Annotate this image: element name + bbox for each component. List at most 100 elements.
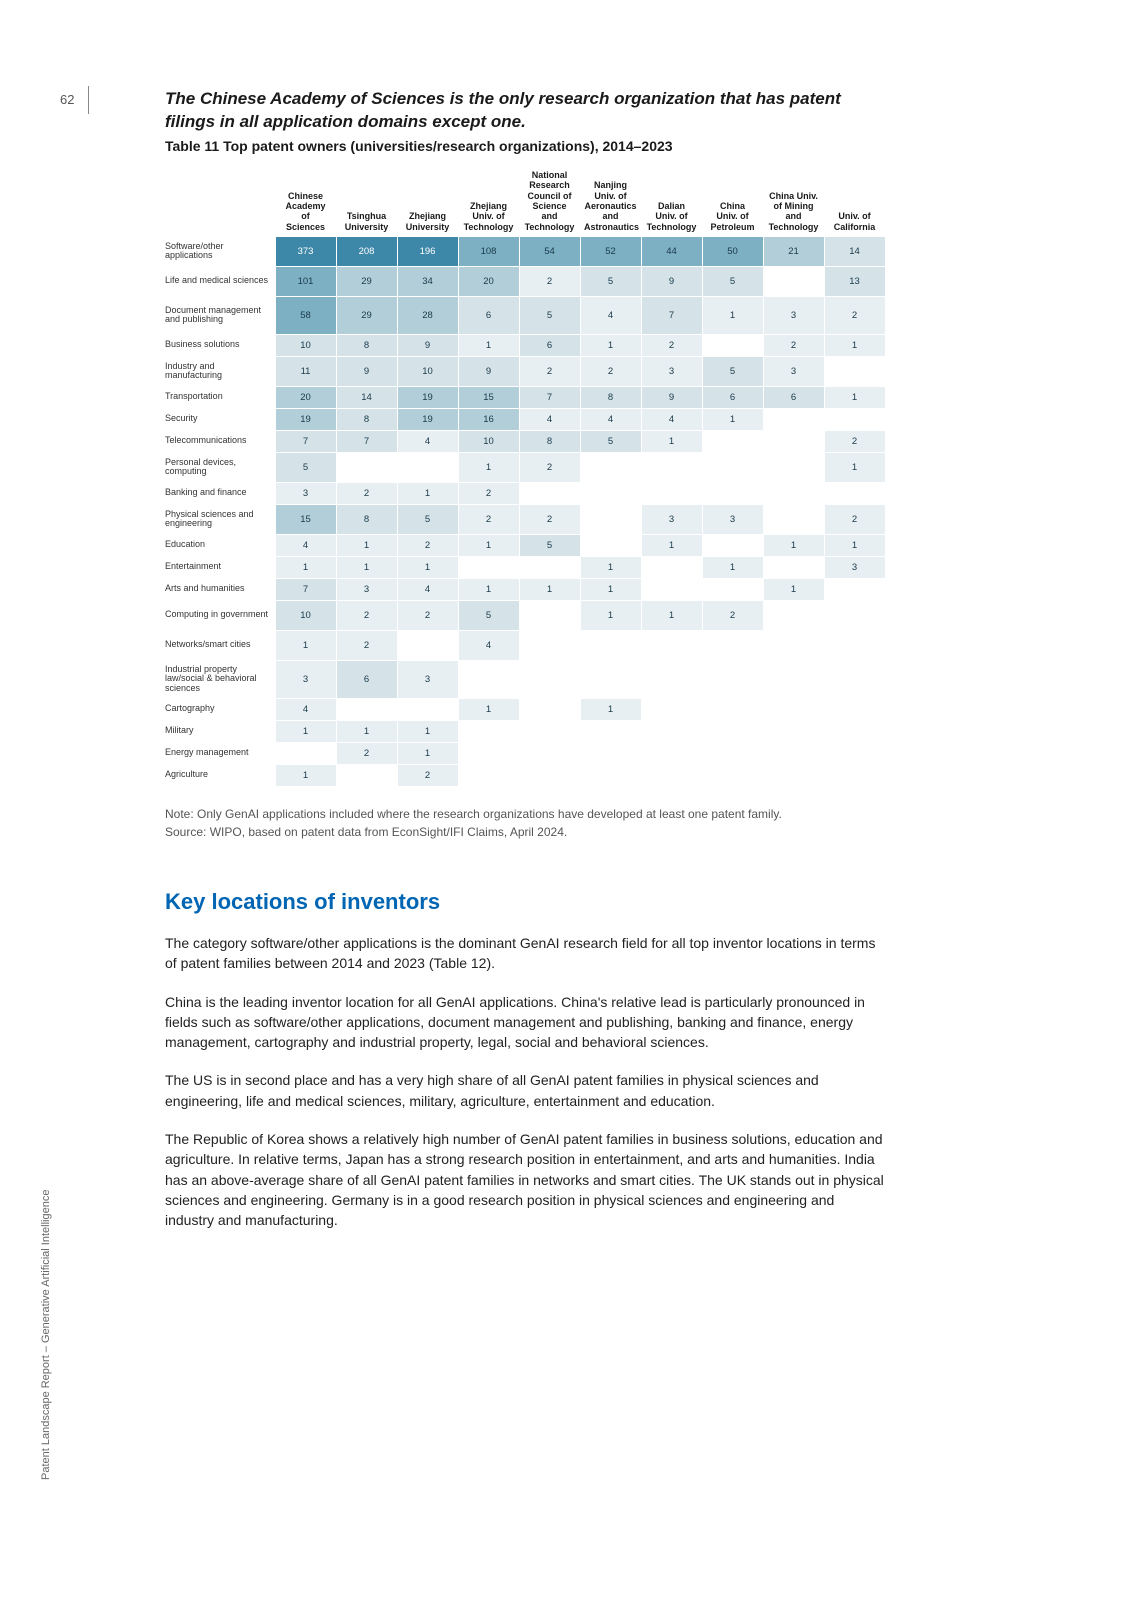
heatmap-cell: 3 — [275, 482, 336, 504]
heatmap-cell: 7 — [275, 578, 336, 600]
table-row: Transportation20141915789661 — [165, 386, 885, 408]
heatmap-cell: 2 — [336, 630, 397, 660]
heatmap-cell: 4 — [397, 578, 458, 600]
heatmap-cell: 54 — [519, 236, 580, 266]
heatmap-cell: 11 — [275, 356, 336, 386]
heatmap-cell: 2 — [458, 504, 519, 534]
row-label: Physical sciences and engineering — [165, 504, 275, 534]
heatmap-cell — [641, 720, 702, 742]
heatmap-cell: 1 — [458, 334, 519, 356]
heatmap-cell: 3 — [641, 504, 702, 534]
heatmap-cell — [824, 742, 885, 764]
heatmap-cell: 1 — [824, 452, 885, 482]
row-label: Networks/smart cities — [165, 630, 275, 660]
heatmap-cell — [458, 720, 519, 742]
row-label: Software/other applications — [165, 236, 275, 266]
heatmap-cell: 34 — [397, 266, 458, 296]
heatmap-cell — [763, 720, 824, 742]
heatmap-cell — [641, 578, 702, 600]
heatmap-cell — [519, 698, 580, 720]
heatmap-cell: 5 — [519, 534, 580, 556]
heatmap-cell: 1 — [763, 534, 824, 556]
heatmap-cell: 5 — [702, 266, 763, 296]
row-label: Life and medical sciences — [165, 266, 275, 296]
heatmap-cell — [580, 660, 641, 698]
column-header: ZhejiangUniversity — [397, 166, 458, 237]
table-row: Arts and humanities7341111 — [165, 578, 885, 600]
heatmap-cell — [641, 742, 702, 764]
heatmap-cell — [702, 482, 763, 504]
section-heading: Key locations of inventors — [165, 889, 885, 915]
heatmap-cell: 6 — [702, 386, 763, 408]
heatmap-cell: 1 — [336, 556, 397, 578]
heatmap-cell: 1 — [641, 600, 702, 630]
heatmap-cell — [641, 698, 702, 720]
heatmap-cell: 2 — [397, 534, 458, 556]
heatmap-cell: 2 — [397, 764, 458, 786]
sideways-report-title: Patent Landscape Report – Generative Art… — [40, 1190, 52, 1480]
heatmap-cell: 1 — [580, 698, 641, 720]
heatmap-cell: 14 — [824, 236, 885, 266]
page-number: 62 — [60, 92, 74, 107]
heatmap-cell: 3 — [397, 660, 458, 698]
row-label: Education — [165, 534, 275, 556]
heatmap-cell — [580, 630, 641, 660]
heatmap-cell — [641, 556, 702, 578]
heatmap-cell: 20 — [458, 266, 519, 296]
heatmap-cell — [519, 660, 580, 698]
heatmap-cell: 1 — [641, 430, 702, 452]
heatmap-cell: 6 — [763, 386, 824, 408]
heatmap-cell: 101 — [275, 266, 336, 296]
heatmap-cell — [397, 452, 458, 482]
heatmap-cell: 29 — [336, 296, 397, 334]
heatmap-cell — [519, 556, 580, 578]
heatmap-cell: 9 — [336, 356, 397, 386]
heatmap-cell: 2 — [397, 600, 458, 630]
heatmap-cell: 2 — [824, 430, 885, 452]
heatmap-cell — [580, 764, 641, 786]
heatmap-cell: 1 — [580, 600, 641, 630]
heatmap-cell: 4 — [580, 296, 641, 334]
heatmap-cell — [580, 504, 641, 534]
heatmap-cell: 3 — [702, 504, 763, 534]
heatmap-cell: 2 — [519, 266, 580, 296]
row-label: Telecommunications — [165, 430, 275, 452]
column-header: ChinaUniv. ofPetroleum — [702, 166, 763, 237]
table-title: Table 11 Top patent owners (universities… — [165, 138, 885, 154]
heatmap-cell — [702, 334, 763, 356]
heatmap-cell — [824, 600, 885, 630]
heatmap-cell — [702, 764, 763, 786]
row-label: Transportation — [165, 386, 275, 408]
row-label: Military — [165, 720, 275, 742]
table-row: Business solutions1089161221 — [165, 334, 885, 356]
heatmap-cell: 15 — [275, 504, 336, 534]
heatmap-cell: 3 — [275, 660, 336, 698]
heatmap-cell: 1 — [275, 764, 336, 786]
heatmap-cell — [763, 430, 824, 452]
heatmap-cell — [641, 630, 702, 660]
heatmap-cell: 1 — [702, 296, 763, 334]
heatmap-cell — [397, 698, 458, 720]
heatmap-cell: 2 — [519, 452, 580, 482]
heatmap-cell: 3 — [763, 356, 824, 386]
row-label: Business solutions — [165, 334, 275, 356]
heatmap-cell — [763, 742, 824, 764]
header-spacer — [165, 166, 275, 237]
table-row: Energy management21 — [165, 742, 885, 764]
heatmap-cell: 2 — [763, 334, 824, 356]
heatmap-cell — [458, 742, 519, 764]
heatmap-cell — [824, 408, 885, 430]
heatmap-cell: 2 — [336, 600, 397, 630]
heatmap-cell: 8 — [336, 408, 397, 430]
heatmap-cell: 1 — [397, 742, 458, 764]
heatmap-cell: 15 — [458, 386, 519, 408]
heatmap-cell — [763, 408, 824, 430]
heatmap-cell — [824, 482, 885, 504]
heatmap-cell — [580, 720, 641, 742]
heatmap-cell: 1 — [275, 556, 336, 578]
heatmap-cell: 5 — [275, 452, 336, 482]
heatmap-cell — [763, 600, 824, 630]
table-note: Note: Only GenAI applications included w… — [165, 805, 885, 841]
heatmap-cell: 5 — [519, 296, 580, 334]
heatmap-cell: 6 — [336, 660, 397, 698]
